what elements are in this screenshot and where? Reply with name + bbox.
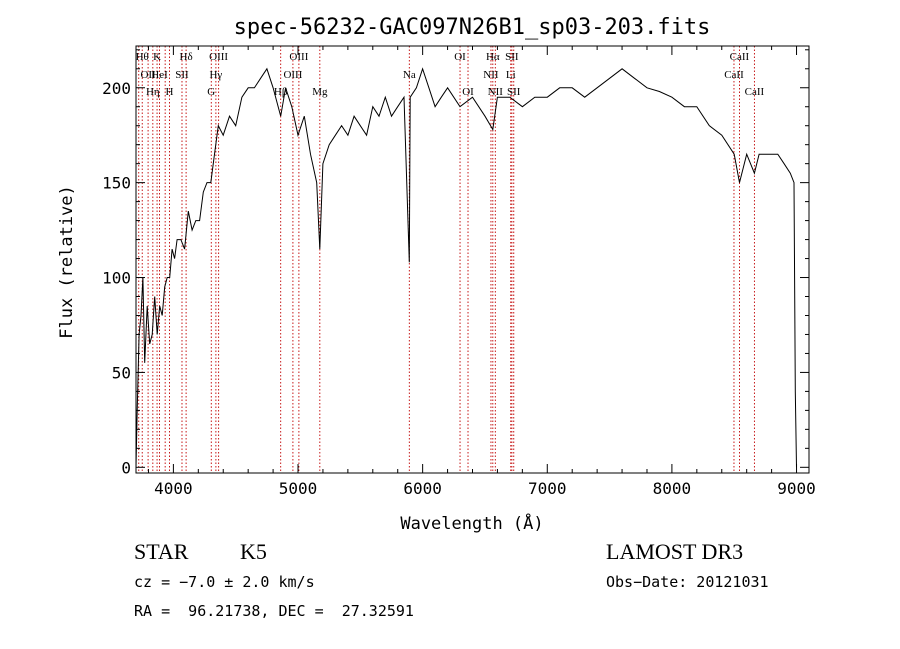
y-axis-label: Flux (relative) <box>57 185 77 339</box>
spectral-line-label-10: G <box>207 86 215 98</box>
chart-title: spec-56232-GAC097N26B1_sp03-203.fits <box>234 15 711 40</box>
y-tick-label-3: 150 <box>102 174 131 193</box>
y-tick-label-2: 100 <box>102 269 131 288</box>
y-tick-label-1: 50 <box>112 363 131 382</box>
x-tick-label-4: 8000 <box>653 479 692 498</box>
x-tick-label-5: 9000 <box>777 479 816 498</box>
spectral-line-label-8: SII <box>175 69 189 81</box>
spectral-line-label-2: OII <box>140 69 156 81</box>
spectral-line-label-9: Hδ <box>180 51 193 63</box>
spectral-line-label-12: OIII <box>209 51 228 63</box>
x-axis-label: Wavelength (Å) <box>400 512 543 534</box>
spectral-line-labels: HθOIIHηKHeIHSIIHδGHγOIIIHβOIIIOIIIMgNaOI… <box>136 51 765 98</box>
spectral-line-label-3: Hη <box>146 86 160 98</box>
spectral-line-label-20: NII <box>483 69 499 81</box>
spectral-line-label-28: CaII <box>745 86 765 98</box>
x-tick-label-3: 7000 <box>528 479 567 498</box>
spectral-line-label-23: Li <box>506 69 516 81</box>
spectral-line-label-21: Hα <box>486 51 500 63</box>
coordinates: RA = 96.21738, DEC = 27.32591 <box>134 602 414 620</box>
x-tick-label-0: 4000 <box>154 479 193 498</box>
spectral-line-label-24: SII <box>505 51 519 63</box>
spectral-line-label-26: CaII <box>724 69 744 81</box>
spectral-line-label-22: NII <box>488 86 504 98</box>
flux-series <box>135 67 797 468</box>
spectral-line-label-5: HeI <box>151 69 168 81</box>
redshift-value: cz = −7.0 ± 2.0 km/s <box>134 573 315 591</box>
survey-name: LAMOST DR3 <box>606 539 744 564</box>
spectral-line-label-13: Hβ <box>274 86 288 98</box>
y-tick-label-4: 200 <box>102 79 131 98</box>
spectral-line-label-1: Hθ <box>136 51 149 63</box>
plot-frame <box>135 45 810 474</box>
spectral-line-label-16: Mg <box>312 86 328 98</box>
spectral-line-label-25: SII <box>507 86 521 98</box>
spectral-line-label-11: Hγ <box>209 69 222 81</box>
x-tick-label-2: 6000 <box>403 479 442 498</box>
observation-date: Obs−Date: 20121031 <box>606 573 769 591</box>
spectral-line-label-17: Na <box>403 69 416 81</box>
spectral-line-label-4: K <box>153 51 161 63</box>
object-subclass: K5 <box>240 539 267 564</box>
spectral-line-markers <box>138 46 755 473</box>
spectral-line-label-14: OIII <box>283 69 302 81</box>
series-line-0 <box>135 67 797 468</box>
axis-ticks <box>136 46 809 473</box>
spectral-line-label-27: CaII <box>730 51 750 63</box>
spectral-line-label-15: OIII <box>289 51 308 63</box>
object-class: STAR <box>134 539 189 564</box>
spectral-line-label-18: OI <box>454 51 466 63</box>
spectral-line-label-7: H <box>166 86 174 98</box>
x-tick-label-1: 5000 <box>279 479 318 498</box>
tick-labels: 4000 5000 6000 7000 8000 9000 0 50 100 150 200 <box>102 79 816 498</box>
y-tick-label-0: 0 <box>121 458 131 477</box>
spectral-line-label-19: OI <box>462 86 474 98</box>
